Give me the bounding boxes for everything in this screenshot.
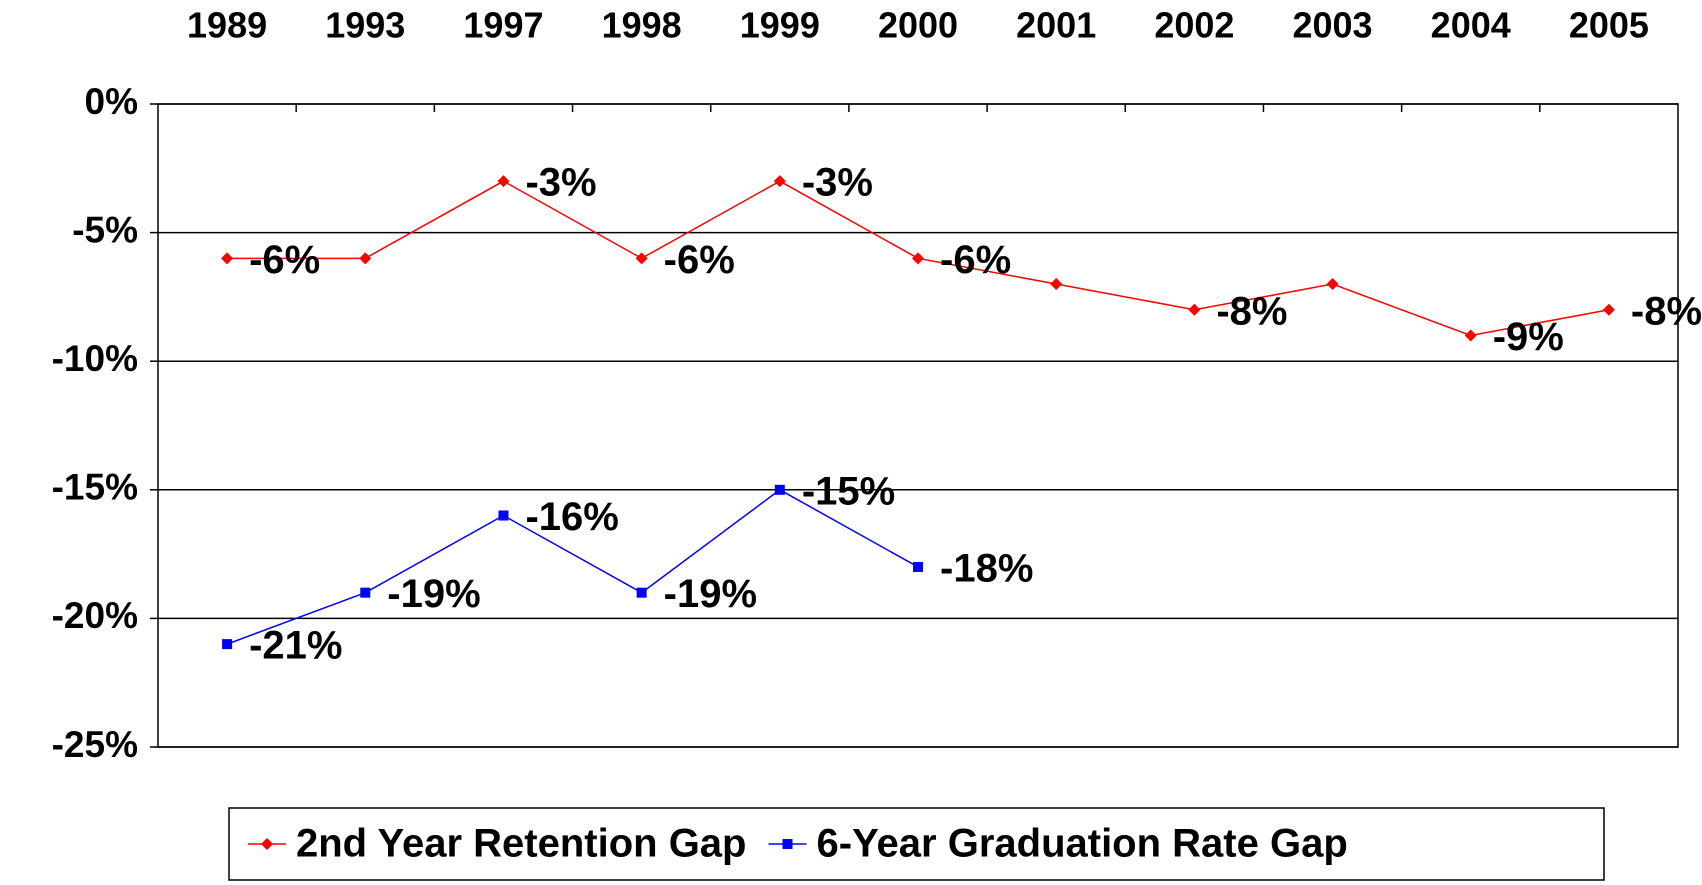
- point: [773, 175, 786, 188]
- legend-box: [228, 807, 1605, 881]
- data-label: -18%: [940, 547, 1033, 591]
- data-label: -21%: [249, 624, 342, 668]
- x-tick-label: 2001: [1016, 5, 1096, 46]
- x-tick-label: 2002: [1154, 5, 1234, 46]
- data-label: -9%: [1493, 315, 1564, 359]
- point: [1188, 303, 1201, 316]
- x-tick-label: 1997: [463, 5, 543, 46]
- x-tick-label: 1993: [325, 5, 405, 46]
- data-label: -6%: [664, 238, 735, 282]
- plot-frame: [157, 103, 1679, 748]
- legend-label: 2nd Year Retention Gap: [296, 822, 747, 866]
- point: [913, 561, 923, 572]
- point: [782, 839, 793, 849]
- point: [497, 175, 510, 188]
- x-tick-label: 1998: [602, 5, 682, 46]
- data-label: -8%: [1631, 289, 1702, 333]
- point: [1326, 278, 1339, 291]
- point: [912, 252, 924, 265]
- data-label: -8%: [1216, 289, 1287, 333]
- point: [1050, 278, 1063, 291]
- x-tick-label: 2000: [878, 5, 958, 46]
- point: [1464, 329, 1477, 342]
- y-tick-label: -15%: [52, 467, 138, 508]
- point: [774, 484, 785, 495]
- y-tick-label: -10%: [52, 338, 138, 379]
- data-label: -6%: [940, 238, 1011, 282]
- legend-label: 6-Year Graduation Rate Gap: [817, 822, 1348, 866]
- series-line: [226, 488, 919, 645]
- point: [498, 510, 509, 521]
- x-tick-label: 2003: [1292, 5, 1372, 46]
- data-label: -3%: [802, 161, 873, 205]
- y-tick-label: 0%: [85, 81, 138, 122]
- x-tick-label: 2005: [1569, 5, 1649, 46]
- point: [360, 587, 371, 598]
- y-tick-label: -5%: [72, 209, 138, 250]
- series: -21% -19% -16% -19% -15% -18%: [222, 469, 1033, 668]
- y-tick-label: -25%: [52, 724, 138, 765]
- data-label: -3%: [525, 161, 596, 205]
- point: [1602, 303, 1615, 316]
- grid: [158, 103, 1678, 748]
- point: [261, 838, 273, 850]
- point: [636, 587, 647, 598]
- point: [222, 639, 233, 650]
- point: [359, 252, 372, 265]
- point: [635, 252, 648, 265]
- data-label: -19%: [387, 572, 480, 616]
- x-tick-label: 2004: [1431, 5, 1511, 46]
- data-label: -15%: [802, 469, 895, 513]
- x-tick-label: 1989: [187, 5, 267, 46]
- data-label: -19%: [664, 572, 757, 616]
- series: -6% -3% -6% -3% -6% -8% -9% -8%: [221, 161, 1702, 359]
- point: [221, 252, 234, 265]
- data-label: -16%: [525, 495, 618, 539]
- y-tick-label: -20%: [52, 595, 138, 636]
- data-label: -6%: [249, 238, 320, 282]
- x-tick-label: 1999: [740, 5, 820, 46]
